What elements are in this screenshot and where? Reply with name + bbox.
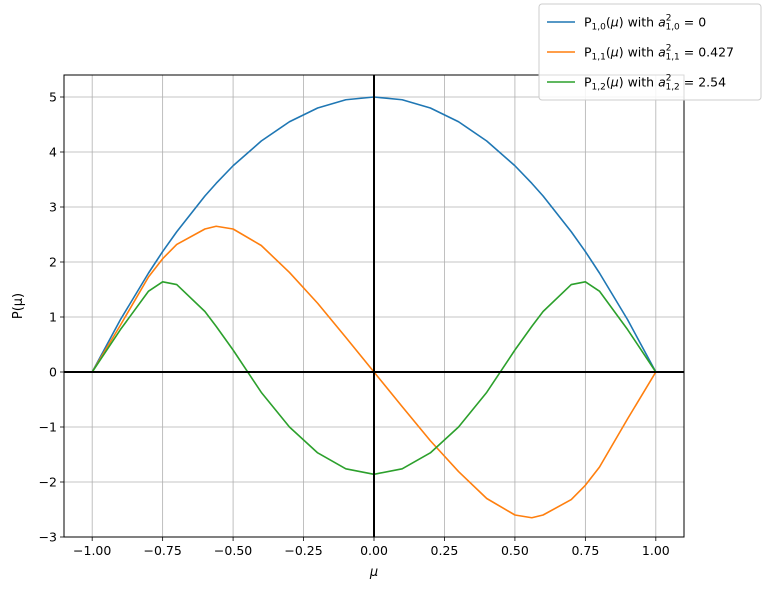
legend: P1,0(μ) with a2 1,0 = 0 P1,1(μ) with a2 1,1… [538, 3, 762, 101]
y-tick-label: 5 [49, 90, 57, 105]
x-axis-ticks: −1.00 −0.75 −0.50 −0.25 0.00 0.25 0.50 0.75 1.00 [73, 537, 670, 558]
y-axis-label: P(μ) [11, 293, 26, 319]
x-tick-label: 0.00 [360, 543, 388, 558]
x-tick-label: −0.75 [143, 543, 181, 558]
y-tick-label: 3 [49, 200, 57, 215]
y-tick-label: −2 [39, 475, 57, 490]
legend-entry-1: P1,0(μ) with a2 1,0 = 0 [584, 14, 706, 33]
x-axis-label: μ [369, 565, 378, 580]
x-tick-label: 0.25 [431, 543, 459, 558]
y-tick-label: 4 [49, 145, 57, 160]
legend-entry-3: P1,2(μ) with a2 1,2 = 2.54 [584, 74, 726, 93]
y-tick-label: −1 [39, 420, 57, 435]
x-tick-label: −0.50 [214, 543, 252, 558]
x-tick-label: 0.50 [501, 543, 529, 558]
axes-zero-lines [64, 75, 684, 537]
legend-box [538, 3, 762, 101]
y-tick-label: 1 [49, 310, 57, 325]
x-tick-label: −1.00 [73, 543, 111, 558]
y-tick-label: 2 [49, 255, 57, 270]
legend-entry-2: P1,1(μ) with a2 1,1 = 0.427 [584, 44, 734, 63]
x-tick-label: 0.75 [571, 543, 599, 558]
x-tick-label: −0.25 [284, 543, 322, 558]
y-tick-label: 0 [49, 365, 57, 380]
x-tick-label: 1.00 [642, 543, 670, 558]
y-tick-label: −3 [39, 530, 57, 545]
y-axis-ticks: −3 −2 −1 0 1 2 3 4 5 [39, 90, 64, 545]
